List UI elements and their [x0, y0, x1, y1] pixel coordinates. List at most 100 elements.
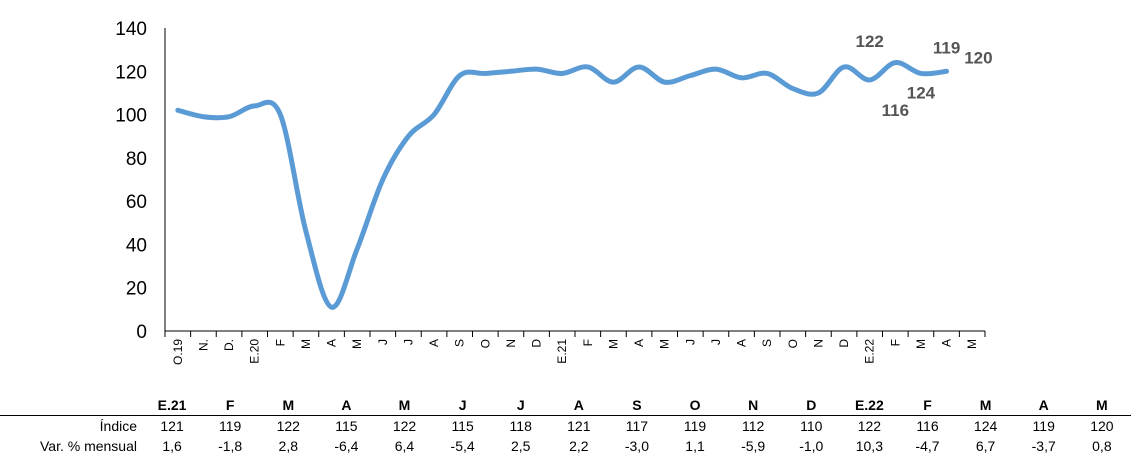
- table-column-header: A: [1014, 395, 1073, 416]
- table-cell: 120: [1090, 418, 1114, 434]
- table-cell: 117: [625, 418, 649, 434]
- table-cell: 1,6: [162, 438, 182, 454]
- table-row-label: Índice: [99, 418, 137, 434]
- x-tick-label: D: [837, 339, 851, 348]
- x-tick-label: N: [504, 339, 518, 348]
- table-cell: -1,0: [799, 438, 824, 454]
- x-tick-label: E.20: [248, 339, 262, 364]
- table-column-header: M: [259, 395, 318, 416]
- table-column-header: E.22: [840, 395, 899, 416]
- table-column-header: O: [665, 395, 725, 416]
- x-tick-label: E.22: [863, 339, 877, 364]
- table-cell: -6,4: [334, 438, 359, 454]
- table-cell: -5,4: [450, 438, 475, 454]
- table-cell: 2,2: [569, 438, 589, 454]
- x-tick-label: D: [530, 339, 544, 348]
- x-tick-label: D.: [222, 339, 236, 351]
- table-cell: 10,3: [855, 438, 883, 454]
- table-cell: 122: [276, 418, 300, 434]
- data-table: E.21 F M A M J J A S O N D E.22 F M A M Índice 121 119 122 1…: [0, 395, 1131, 456]
- table-cell: 2,8: [278, 438, 298, 454]
- table-cell: 124: [973, 418, 998, 434]
- x-tick-label: A: [427, 339, 441, 347]
- x-tick-label: O: [478, 339, 492, 348]
- table-column-header: N: [724, 395, 783, 416]
- table-cell: -1,8: [218, 438, 243, 454]
- x-tick-label: M: [658, 339, 672, 349]
- data-label: 124: [907, 84, 936, 103]
- table-cell: 0,8: [1092, 438, 1112, 454]
- x-tick-label: S: [453, 339, 467, 347]
- x-tick-label: A: [735, 339, 749, 347]
- table-body: Índice 121 119 122 115 122 115 118 121 117 119 112 1…: [0, 416, 1131, 457]
- table-row: Var. % mensual 1,6 -1,8 2,8 -6,4 6,4 -5,4 2,5 2,…: [0, 436, 1131, 456]
- table-cell: 6,7: [975, 438, 996, 454]
- x-tick-label: S: [760, 339, 774, 347]
- table-cell: -3,0: [624, 438, 649, 454]
- table-column-header: M: [375, 395, 434, 416]
- data-label: 120: [964, 48, 992, 67]
- table-column-header: D: [782, 395, 841, 416]
- table-cell: 2,5: [510, 438, 531, 454]
- x-tick-label: J: [683, 339, 697, 345]
- table-cell: -5,9: [741, 438, 766, 454]
- table-cell: 6,4: [394, 438, 415, 454]
- table-cell: 119: [219, 418, 242, 434]
- table-cell: 115: [335, 418, 358, 434]
- x-tick-label: M: [914, 339, 928, 349]
- x-tick-label: A: [325, 339, 339, 347]
- table-header-corner: [0, 395, 143, 416]
- line-chart: 0 20 40 60 80 100 120 140 O.19 N. D. E.20 F M A M J J A S O N…: [115, 19, 992, 365]
- table-column-header: F: [898, 395, 957, 416]
- table-cell: 122: [857, 418, 882, 434]
- table-column-header: A: [549, 395, 608, 416]
- table-cell: 122: [392, 418, 417, 434]
- table-cell: 116: [916, 418, 939, 434]
- table-cell: 121: [567, 418, 591, 434]
- x-tick-label: F: [888, 339, 902, 346]
- table-column-header: E.21: [143, 395, 202, 416]
- table-cell: 1,1: [685, 438, 705, 454]
- table-cell: -3,7: [1031, 438, 1056, 454]
- x-tick-label: J: [376, 339, 390, 345]
- y-tick-label: 20: [126, 279, 147, 300]
- y-tick-label: 40: [126, 235, 147, 256]
- table-cell: 121: [160, 418, 184, 434]
- y-tick-label: 100: [115, 106, 147, 127]
- data-label: 116: [882, 101, 909, 120]
- x-tick-label: M: [606, 339, 620, 349]
- table-cell: 112: [741, 418, 765, 434]
- table-header-row: E.21 F M A M J J A S O N D E.22 F M A M: [0, 395, 1131, 416]
- chart-svg: 0 20 40 60 80 100 120 140 O.19 N. D. E.20 F M A M J J A S O N…: [115, 19, 992, 365]
- y-tick-label: 140: [115, 19, 147, 40]
- table-cell: 115: [451, 418, 474, 434]
- data-label: 119: [933, 38, 960, 57]
- x-tick-label: E.21: [555, 339, 569, 364]
- series-line: [175, 60, 950, 310]
- data-label: 122: [856, 32, 884, 51]
- x-tick-label: M: [965, 339, 979, 349]
- x-tick-label: M: [350, 339, 364, 349]
- x-tick-label: O.19: [171, 339, 185, 365]
- table-column-header: J: [491, 395, 550, 416]
- y-tick-label: 60: [126, 192, 147, 213]
- x-tick-label: F: [273, 339, 287, 346]
- table-column-header: A: [317, 395, 376, 416]
- table-row-label: Var. % mensual: [39, 438, 137, 454]
- x-tick-label: A: [940, 339, 954, 347]
- table-cell: 119: [683, 418, 707, 434]
- y-tick-label: 0: [136, 322, 147, 343]
- table-row: Índice 121 119 122 115 122 115 118 121 117 119 112 1…: [0, 416, 1131, 437]
- table-cell: 119: [1032, 418, 1055, 434]
- table-cell: 110: [800, 418, 823, 434]
- x-tick-label: J: [709, 339, 723, 345]
- x-tick-label: F: [581, 339, 595, 346]
- x-tick-label: N: [811, 339, 825, 348]
- x-tick-label: N.: [196, 339, 210, 351]
- x-tick-label: J: [401, 339, 415, 345]
- y-tick-label: 80: [126, 149, 147, 170]
- x-tick-label: M: [299, 339, 313, 349]
- x-tick-label: O: [786, 339, 800, 348]
- y-tick-label: 120: [115, 62, 147, 83]
- table-column-header: M: [1072, 395, 1131, 416]
